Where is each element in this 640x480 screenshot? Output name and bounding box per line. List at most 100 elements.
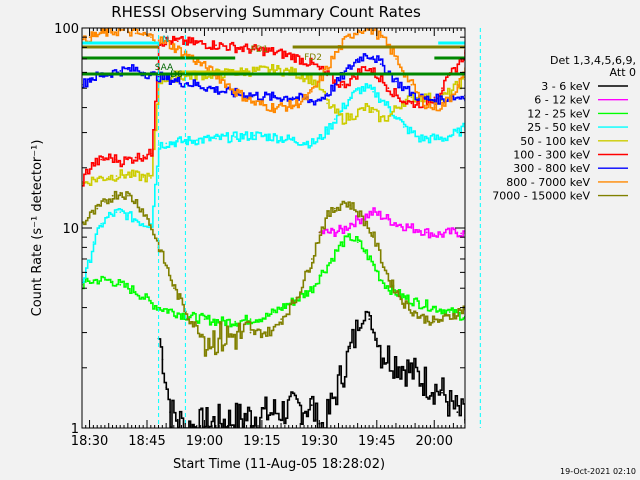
data-point-4-23 (333, 111, 336, 113)
data-point-3-37 (441, 137, 443, 140)
data-point-2-33 (418, 302, 420, 305)
y-axis-label: Count Rate (s⁻¹ detector⁻¹) (30, 140, 45, 317)
data-point-6-35 (433, 98, 436, 101)
data-point-2-9 (150, 302, 152, 305)
data-point-8-17 (264, 331, 267, 334)
data-point-4-24 (341, 118, 344, 121)
data-point-3-4 (107, 214, 110, 217)
data-point-6-28 (379, 63, 382, 65)
data-point-8-8 (142, 211, 145, 214)
data-point-8-2 (96, 207, 99, 210)
legend-label-7: 800 - 7000 keV (506, 176, 590, 189)
data-point-3-10 (150, 222, 152, 225)
data-point-5-4 (107, 156, 110, 159)
data-point-5-29 (379, 79, 382, 81)
data-point-4-8 (134, 175, 137, 177)
data-point-3-20 (310, 142, 313, 145)
data-point-8-9 (150, 227, 152, 229)
data-point-5-23 (333, 80, 336, 83)
data-point-8-26 (349, 204, 351, 207)
data-point-5-33 (410, 102, 413, 105)
data-point-5-24 (341, 83, 344, 86)
data-point-8-5 (119, 191, 122, 194)
data-point-4-2 (92, 178, 95, 181)
data-point-3-14 (196, 139, 198, 142)
data-point-3-18 (272, 136, 275, 138)
data-point-2-17 (264, 315, 267, 318)
data-point-5-16 (234, 46, 237, 49)
data-point-1-2 (341, 228, 344, 231)
data-point-0-16 (379, 351, 382, 353)
data-point-0-13 (368, 318, 371, 321)
x-tick-label-6: 20:00 (416, 434, 453, 449)
data-point-5-18 (272, 50, 275, 53)
data-point-5-5 (115, 158, 118, 161)
series-line-7 (82, 28, 465, 114)
data-point-8-13 (203, 337, 206, 340)
data-point-3-8 (134, 218, 137, 221)
data-point-6-6 (134, 68, 137, 71)
data-point-2-16 (249, 318, 252, 321)
legend-label-2: 12 - 25 keV (527, 107, 590, 120)
data-point-6-15 (253, 94, 256, 97)
data-point-3-39 (456, 131, 459, 134)
data-point-0-6 (310, 404, 313, 407)
data-point-2-1 (88, 280, 91, 283)
data-point-7-1 (88, 36, 91, 39)
data-point-2-4 (111, 280, 114, 283)
data-point-2-21 (310, 287, 313, 290)
data-point-7-24 (349, 34, 351, 37)
data-point-8-27 (356, 211, 359, 214)
data-point-7-9 (157, 39, 160, 41)
data-point-7-15 (253, 102, 256, 105)
data-point-3-16 (234, 136, 237, 138)
data-point-6-17 (291, 96, 294, 99)
data-point-1-5 (364, 214, 367, 217)
data-point-8-32 (402, 302, 405, 305)
legend-label-0: 3 - 6 keV (541, 80, 590, 93)
data-point-7-12 (196, 60, 198, 63)
legend-label-1: 6 - 12 keV (534, 94, 590, 107)
data-point-8-33 (418, 315, 420, 318)
data-point-3-30 (387, 106, 390, 109)
data-point-5-35 (425, 100, 428, 103)
data-point-7-2 (100, 32, 103, 35)
data-point-4-1 (84, 181, 87, 183)
data-point-4-30 (387, 115, 390, 118)
data-point-2-24 (333, 252, 336, 254)
data-point-8-31 (387, 279, 390, 281)
data-point-1-10 (410, 227, 413, 229)
data-point-8-22 (318, 231, 321, 234)
data-point-6-34 (425, 98, 428, 101)
data-point-1-12 (425, 231, 428, 234)
data-point-1-15 (448, 231, 451, 234)
data-point-1-11 (418, 228, 420, 231)
data-point-1-4 (356, 218, 359, 221)
data-point-6-5 (127, 68, 129, 71)
data-point-5-31 (395, 94, 397, 97)
data-point-5-15 (215, 44, 217, 47)
data-point-2-34 (433, 306, 436, 309)
data-point-8-28 (364, 222, 367, 225)
data-point-8-16 (249, 331, 252, 334)
data-point-1-17 (460, 232, 463, 235)
data-point-3-23 (333, 118, 336, 121)
data-point-3-13 (176, 140, 179, 143)
data-point-7-19 (310, 90, 313, 93)
data-point-1-13 (433, 233, 436, 236)
data-point-7-38 (456, 83, 459, 86)
data-point-4-33 (410, 96, 413, 99)
series-line-0 (158, 310, 465, 428)
data-point-6-32 (410, 92, 413, 95)
data-point-2-32 (402, 296, 405, 299)
data-point-4-9 (142, 176, 145, 178)
data-point-5-8 (134, 156, 137, 159)
data-point-4-21 (318, 87, 321, 90)
x-tick-label-0: 18:30 (71, 434, 108, 449)
data-point-8-25 (341, 201, 344, 203)
data-point-2-15 (234, 320, 237, 323)
data-point-4-3 (100, 177, 103, 179)
data-point-4-27 (364, 106, 367, 109)
data-point-3-5 (115, 211, 118, 214)
data-point-2-19 (280, 306, 283, 309)
